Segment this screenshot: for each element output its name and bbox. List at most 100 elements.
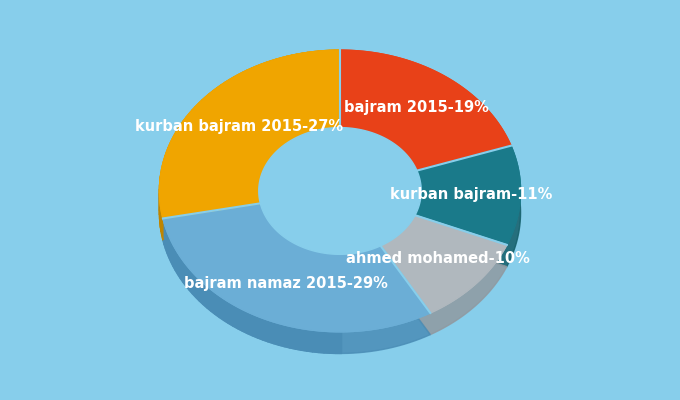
Polygon shape [271,59,277,82]
Polygon shape [297,53,303,76]
Polygon shape [164,223,165,249]
Polygon shape [234,75,238,99]
Polygon shape [181,121,184,146]
Polygon shape [328,128,330,150]
Polygon shape [322,253,325,275]
Polygon shape [271,156,272,179]
Polygon shape [238,307,243,331]
Polygon shape [175,248,177,274]
Polygon shape [177,253,180,278]
Polygon shape [207,286,211,311]
Polygon shape [258,316,263,340]
Polygon shape [282,56,287,79]
Polygon shape [272,226,273,249]
Polygon shape [228,302,233,326]
Polygon shape [224,299,228,323]
Polygon shape [162,164,163,190]
Polygon shape [303,134,305,156]
Polygon shape [283,144,285,168]
Polygon shape [282,146,283,169]
Polygon shape [262,209,263,233]
Polygon shape [324,50,329,72]
Polygon shape [176,128,178,154]
Polygon shape [381,215,507,313]
Polygon shape [318,331,324,353]
Polygon shape [164,156,165,182]
Polygon shape [192,107,195,132]
Polygon shape [318,130,321,152]
Polygon shape [299,136,301,158]
Polygon shape [169,236,171,262]
Polygon shape [301,135,303,157]
Polygon shape [286,238,288,261]
Polygon shape [292,139,294,161]
Polygon shape [324,331,330,353]
Polygon shape [257,64,262,88]
Polygon shape [163,203,430,332]
Polygon shape [303,247,305,270]
Polygon shape [277,231,278,254]
Polygon shape [192,272,196,298]
Polygon shape [267,61,271,84]
Polygon shape [160,50,340,218]
Text: bajram 2015-19%: bajram 2015-19% [344,100,489,116]
Polygon shape [288,141,290,164]
Polygon shape [263,211,264,235]
Polygon shape [225,80,229,104]
Polygon shape [305,248,307,271]
Polygon shape [303,52,308,75]
Polygon shape [265,215,266,238]
Polygon shape [161,210,162,236]
Polygon shape [340,50,511,171]
Polygon shape [263,318,268,342]
Polygon shape [338,254,341,276]
Polygon shape [163,218,164,244]
Polygon shape [308,52,313,74]
Polygon shape [202,97,206,122]
Polygon shape [262,62,267,86]
Polygon shape [238,72,243,96]
Polygon shape [315,251,318,274]
Polygon shape [299,245,301,268]
Polygon shape [381,237,507,335]
Polygon shape [172,136,174,161]
Polygon shape [285,143,286,166]
Polygon shape [199,100,202,125]
Polygon shape [310,250,313,272]
Polygon shape [174,132,176,158]
Polygon shape [217,85,221,110]
Polygon shape [196,276,199,301]
Polygon shape [292,242,294,265]
Polygon shape [211,290,215,314]
Polygon shape [282,235,284,258]
Polygon shape [189,268,192,294]
Polygon shape [296,244,299,267]
Polygon shape [313,130,316,153]
Text: bajram namaz 2015-29%: bajram namaz 2015-29% [184,276,388,292]
Polygon shape [243,310,248,334]
Polygon shape [199,280,203,304]
Polygon shape [318,252,320,274]
Polygon shape [313,51,318,73]
Polygon shape [313,330,318,352]
Polygon shape [170,140,172,165]
Polygon shape [318,51,324,73]
Polygon shape [267,161,269,184]
Polygon shape [294,138,296,160]
Polygon shape [248,312,252,336]
Polygon shape [275,229,277,252]
Polygon shape [284,237,286,260]
Polygon shape [271,224,272,248]
Polygon shape [266,217,267,240]
Polygon shape [162,214,163,240]
Polygon shape [165,227,167,253]
Polygon shape [173,244,175,270]
Polygon shape [330,128,333,150]
Polygon shape [307,330,313,352]
Polygon shape [163,225,430,354]
Polygon shape [415,146,521,245]
Polygon shape [321,129,323,151]
Polygon shape [233,304,238,329]
Polygon shape [178,124,181,150]
Polygon shape [215,293,220,318]
